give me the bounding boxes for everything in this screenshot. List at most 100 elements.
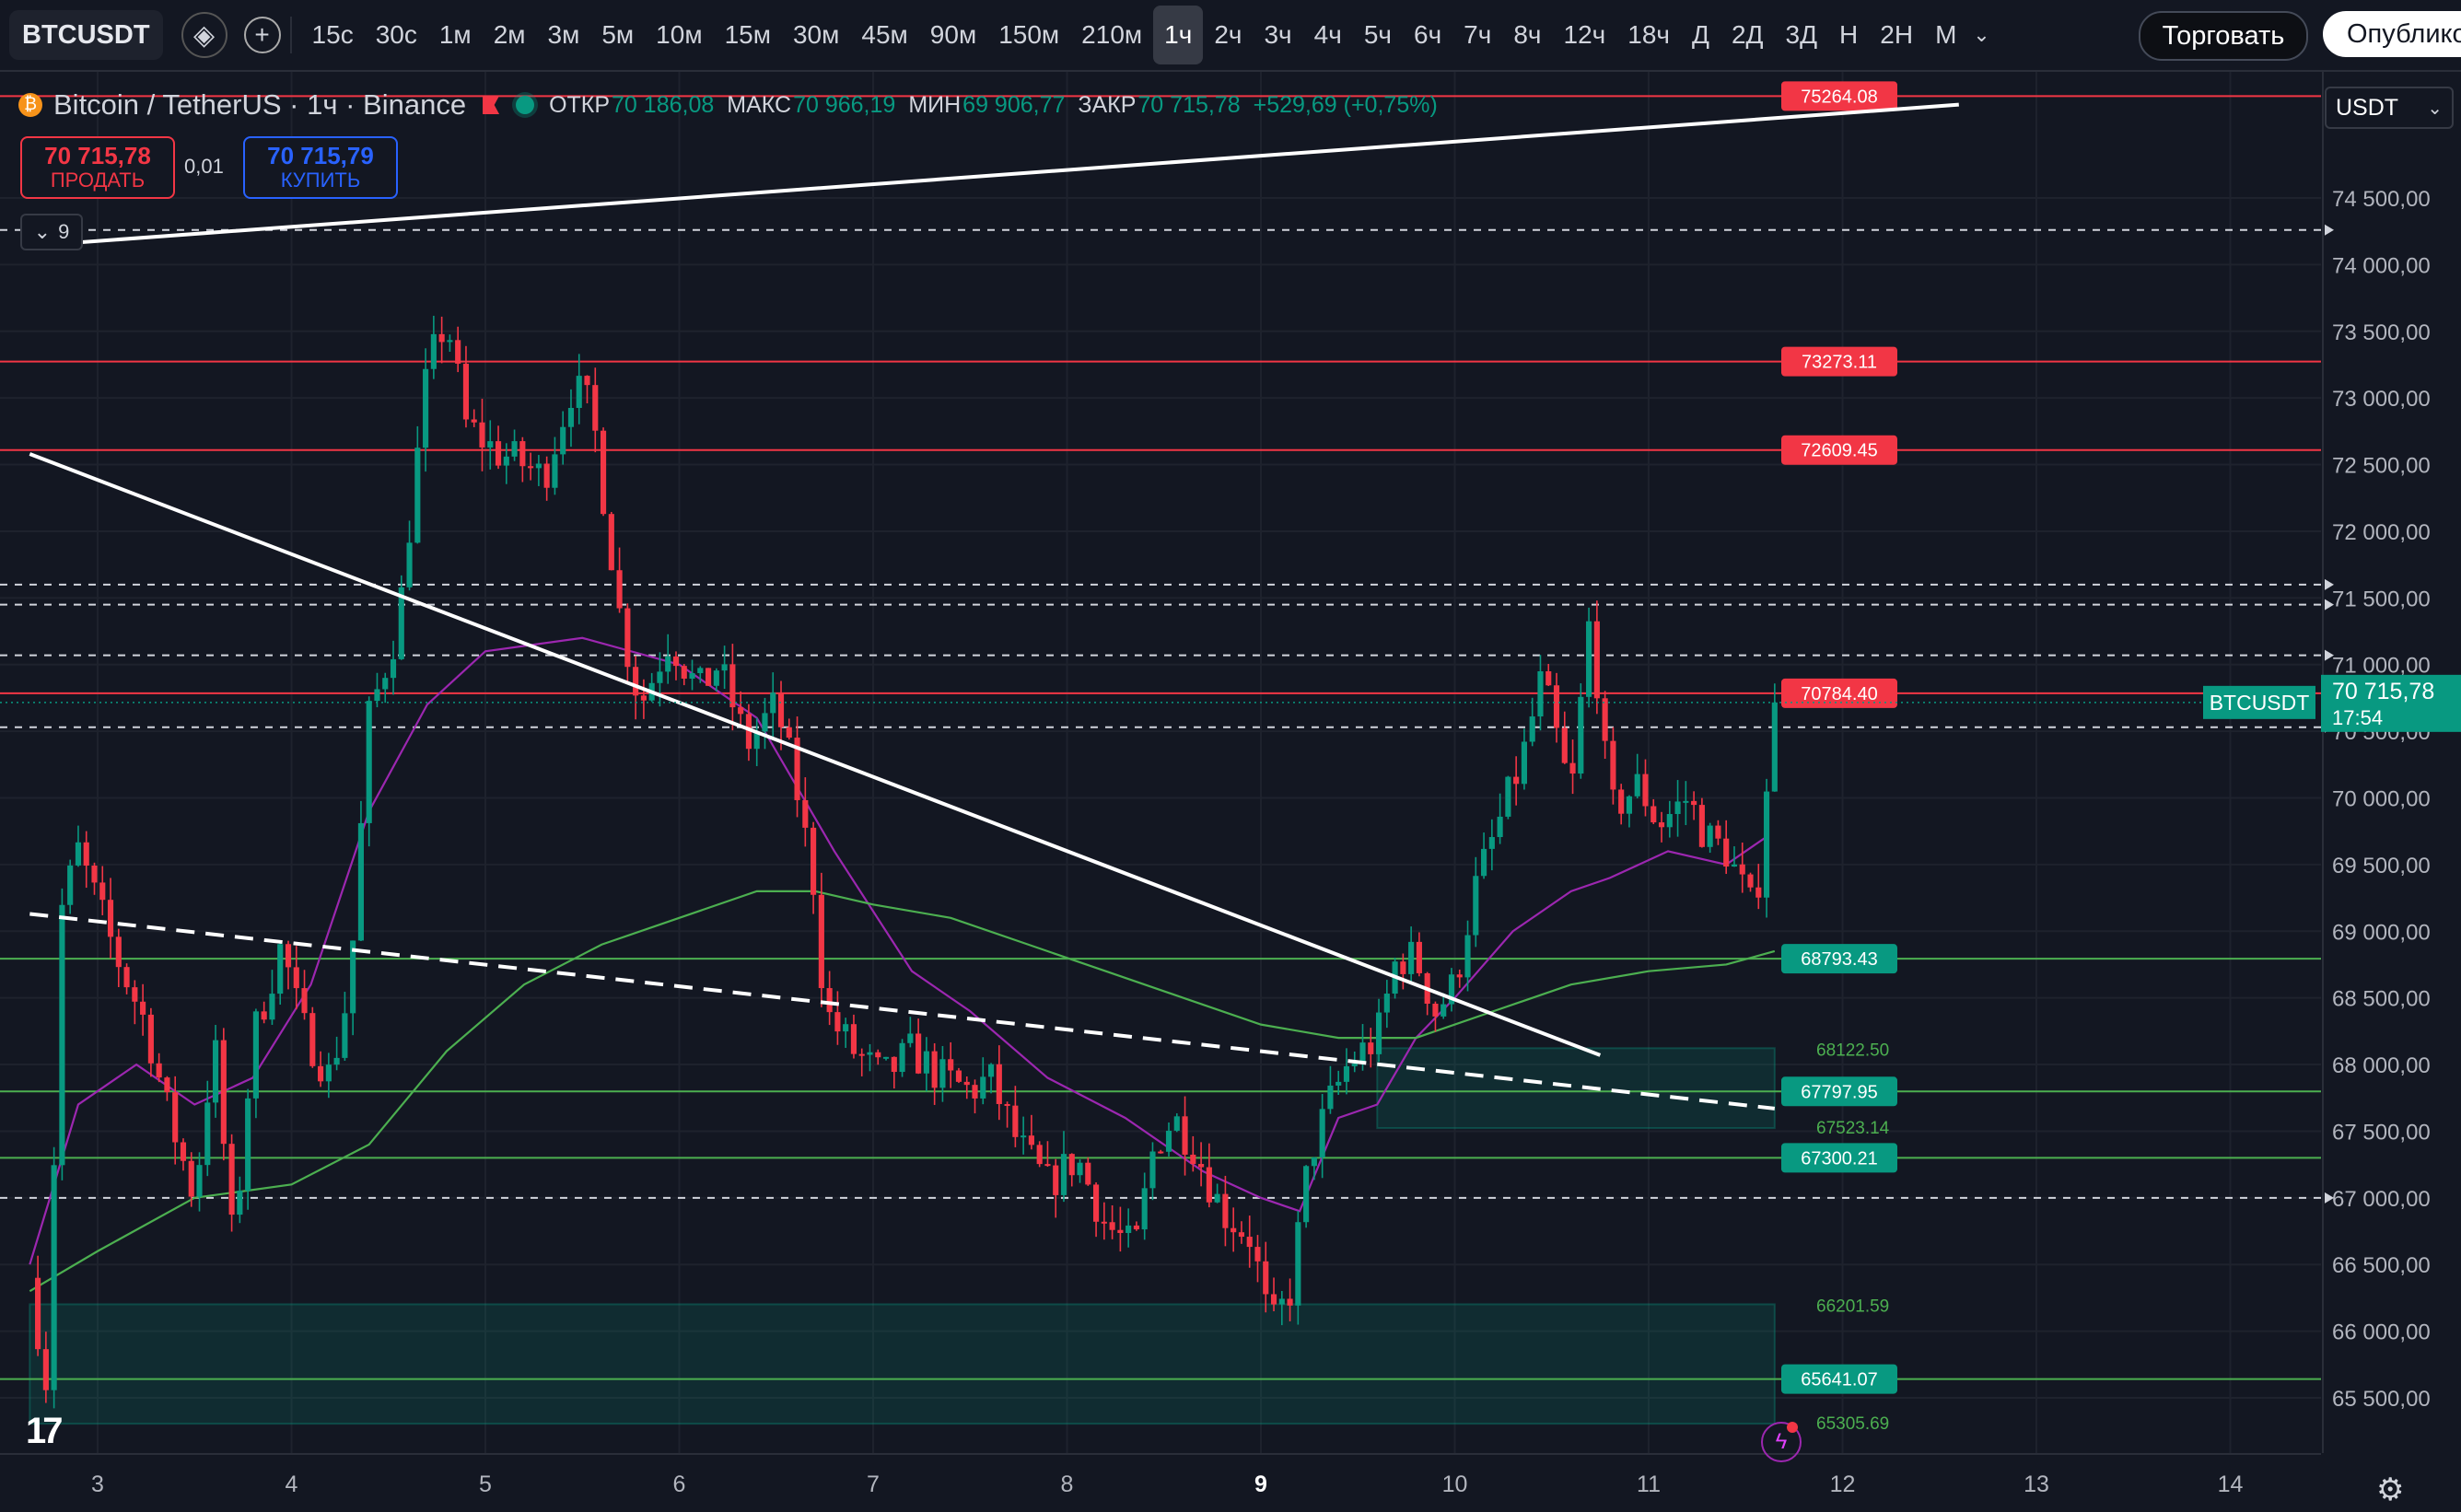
gem-icon[interactable]: ◈ xyxy=(181,12,227,58)
interval-25[interactable]: 3Д xyxy=(1785,20,1818,49)
interval-23[interactable]: Д xyxy=(1691,20,1709,49)
ma-fast-line[interactable] xyxy=(29,636,1766,1265)
interval-17[interactable]: 5ч xyxy=(1363,20,1392,49)
interval-8[interactable]: 30м xyxy=(792,20,840,49)
candle-down xyxy=(528,466,534,469)
candle-down xyxy=(132,987,138,1002)
interval-4[interactable]: 3м xyxy=(547,20,580,49)
candle-down xyxy=(318,1065,324,1082)
candle-up xyxy=(1731,864,1738,867)
time-tick: 10 xyxy=(1442,1471,1468,1497)
legend-title[interactable]: Bitcoin / TetherUS · 1ч · Binance xyxy=(53,88,467,121)
interval-3[interactable]: 2м xyxy=(493,20,526,49)
publish-button[interactable]: Опубликовать xyxy=(2323,11,2461,57)
candle-up xyxy=(1343,1065,1350,1082)
candle-down xyxy=(1012,1105,1019,1137)
price-tick: 71 000,00 xyxy=(2332,654,2431,679)
candle-up xyxy=(382,678,389,690)
currency-select[interactable]: USDT ⌄ xyxy=(2325,87,2454,129)
change-value: +529,69 (+0,75%) xyxy=(1253,91,1438,118)
buy-button[interactable]: 70 715,79 КУПИТЬ xyxy=(243,136,398,199)
candle-up xyxy=(390,658,397,679)
trade-button[interactable]: Торговать xyxy=(2139,11,2308,61)
interval-13[interactable]: 1ч xyxy=(1153,6,1204,64)
candle-down xyxy=(1158,1151,1164,1154)
lightning-icon[interactable]: ϟ xyxy=(1761,1422,1802,1462)
time-tick: 11 xyxy=(1637,1471,1661,1497)
interval-1[interactable]: 30с xyxy=(375,20,417,49)
time-axis[interactable]: 3 4 5 6 7 8 9 10 11 12 13 14 xyxy=(0,1453,2321,1512)
level-label-box xyxy=(1781,346,1897,377)
candle-up xyxy=(1473,876,1479,936)
high-label: МАКС xyxy=(727,91,792,118)
interval-16[interactable]: 4ч xyxy=(1313,20,1342,49)
demand-zone[interactable] xyxy=(29,1303,1776,1425)
candle-up xyxy=(1521,741,1527,785)
interval-28[interactable]: М xyxy=(1935,20,1957,49)
collapse-indicators-button[interactable]: ⌄ 9 xyxy=(20,214,83,250)
candle-down xyxy=(818,894,824,989)
interval-7[interactable]: 15м xyxy=(724,20,771,49)
candle-down xyxy=(624,608,631,668)
candle-up xyxy=(1497,816,1503,838)
candle-up xyxy=(67,865,74,905)
interval-6[interactable]: 10м xyxy=(656,20,703,49)
interval-0[interactable]: 15с xyxy=(311,20,354,49)
candle-down xyxy=(1610,740,1616,790)
time-tick: 13 xyxy=(2024,1471,2049,1497)
candle-down xyxy=(811,827,817,895)
tradingview-logo[interactable]: 17 xyxy=(26,1411,63,1451)
candle-up xyxy=(867,1052,873,1055)
candle-down xyxy=(616,570,623,609)
interval-24[interactable]: 2Д xyxy=(1731,20,1764,49)
level-label-box xyxy=(1781,1143,1897,1173)
trendline[interactable] xyxy=(29,102,1959,249)
candle-up xyxy=(398,587,404,659)
trendline[interactable] xyxy=(29,452,1602,1057)
candle-down xyxy=(1246,1237,1253,1248)
candle-down xyxy=(140,1001,146,1015)
buy-price: 70 715,79 xyxy=(267,142,374,169)
candle-down xyxy=(1263,1261,1269,1295)
candle-up xyxy=(1214,1193,1220,1203)
interval-5[interactable]: 5м xyxy=(601,20,635,49)
candle-down xyxy=(1561,727,1568,763)
interval-26[interactable]: Н xyxy=(1839,20,1859,49)
interval-22[interactable]: 18ч xyxy=(1627,20,1670,49)
interval-21[interactable]: 12ч xyxy=(1563,20,1606,49)
time-tick: 7 xyxy=(867,1471,880,1497)
candle-down xyxy=(228,1144,235,1215)
level-label-box xyxy=(1781,1076,1897,1107)
interval-27[interactable]: 2Н xyxy=(1880,20,1914,49)
interval-9[interactable]: 45м xyxy=(861,20,908,49)
flag-icon[interactable] xyxy=(483,96,500,114)
sell-button[interactable]: 70 715,78 ПРОДАТЬ xyxy=(20,136,175,199)
demand-zone[interactable] xyxy=(1376,1047,1776,1130)
interval-11[interactable]: 150м xyxy=(998,20,1060,49)
symbol-search[interactable]: BTCUSDT xyxy=(9,10,163,60)
interval-14[interactable]: 2ч xyxy=(1214,20,1242,49)
interval-19[interactable]: 7ч xyxy=(1464,20,1492,49)
price-tick: 71 500,00 xyxy=(2332,587,2431,611)
interval-2[interactable]: 1м xyxy=(438,20,472,49)
price-tick: 68 500,00 xyxy=(2332,987,2431,1012)
candle-up xyxy=(535,463,542,469)
candle-up xyxy=(1578,696,1584,774)
candle-down xyxy=(172,1092,179,1143)
interval-10[interactable]: 90м xyxy=(929,20,977,49)
interval-20[interactable]: 8ч xyxy=(1513,20,1542,49)
interval-18[interactable]: 6ч xyxy=(1414,20,1442,49)
add-symbol-icon[interactable]: + xyxy=(243,17,281,53)
price-chart[interactable]: 68122.50 67523.14 66201.59 65305.69 75264.08… xyxy=(0,72,2321,1453)
interval-15[interactable]: 3ч xyxy=(1264,20,1292,49)
interval-12[interactable]: 210м xyxy=(1081,20,1143,49)
candle-down xyxy=(1036,1145,1043,1165)
price-axis[interactable]: 65 500,00 66 000,00 66 500,00 67 000,00 67 5… xyxy=(2321,72,2461,1453)
ma-slow-line[interactable] xyxy=(29,890,1776,1293)
chevron-down-icon[interactable]: ⌄ xyxy=(1973,23,1990,46)
candle-down xyxy=(1513,776,1520,785)
gear-icon[interactable]: ⚙ xyxy=(2376,1472,2405,1507)
candle-up xyxy=(75,842,82,866)
level-arrow-icon xyxy=(2325,578,2334,590)
price-tick: 66 000,00 xyxy=(2332,1320,2431,1345)
